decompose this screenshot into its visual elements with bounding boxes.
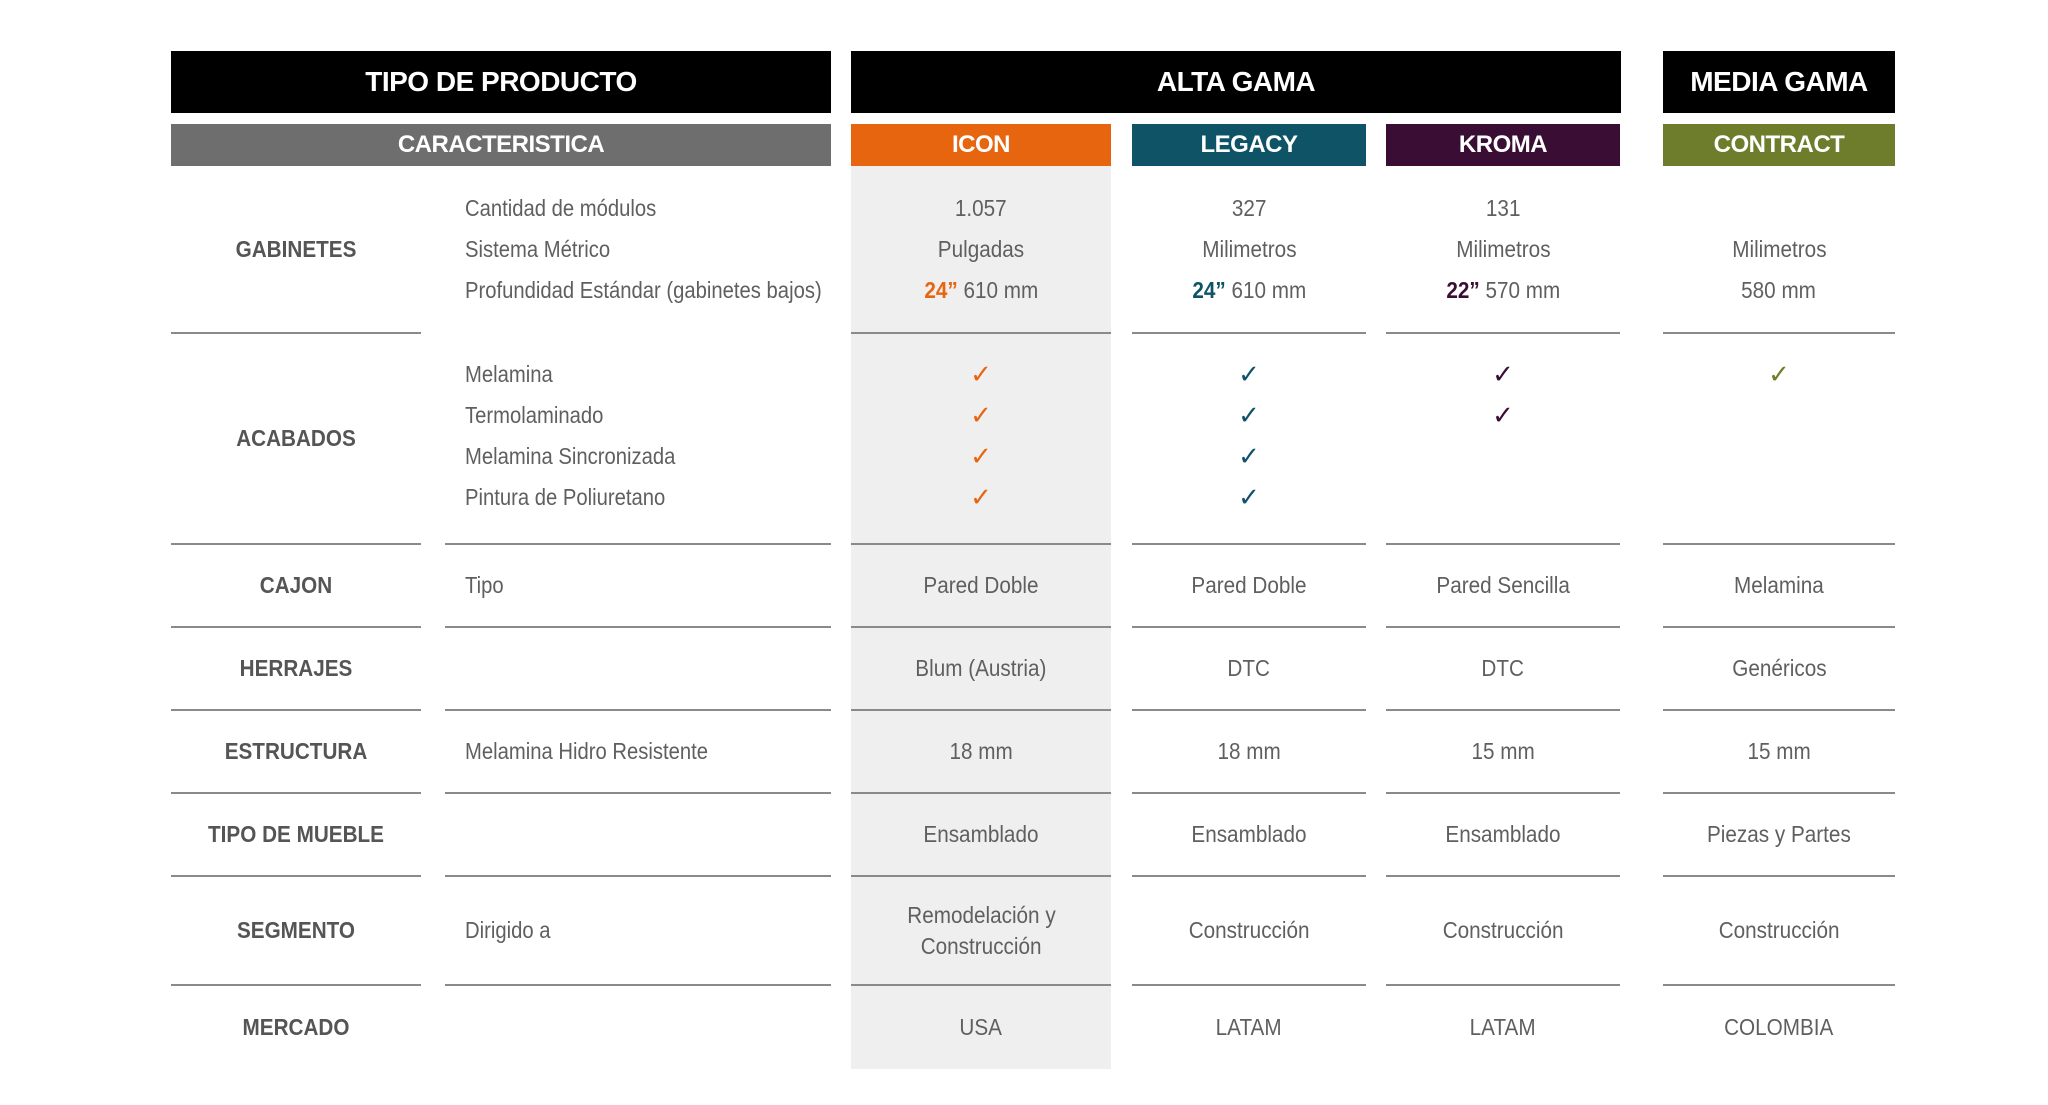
feature-text: Melamina Sincronizada xyxy=(465,443,676,469)
cajon-kroma: Pared Sencilla xyxy=(1436,572,1570,598)
tipo-mueble-contract: Piezas y Partes xyxy=(1707,821,1851,847)
depth-mm: 570 mm xyxy=(1485,277,1560,303)
check-icon: ✓ xyxy=(1492,400,1514,430)
mercado-legacy: LATAM xyxy=(1216,1014,1282,1040)
cajon-icon: Pared Doble xyxy=(923,572,1039,598)
feature-text: Termolaminado xyxy=(465,402,604,428)
herrajes-icon: Blum (Austria) xyxy=(915,655,1047,681)
estructura-feature: Melamina Hidro Resistente xyxy=(465,711,831,792)
empty-cell xyxy=(1663,395,1895,436)
cajon-contract: Melamina xyxy=(1734,572,1824,598)
value-text: 1.057 xyxy=(955,195,1007,221)
feature-text: Pintura de Poliuretano xyxy=(465,484,666,510)
header-product-type: TIPO DE PRODUCTO xyxy=(171,51,831,113)
estructura-legacy: 18 mm xyxy=(1217,738,1281,764)
estructura-kroma: 15 mm xyxy=(1471,738,1535,764)
value-text: Remodelación y xyxy=(906,901,1056,928)
empty-cell xyxy=(1386,436,1620,477)
header-icon: ICON xyxy=(851,124,1111,166)
segmento-contract: Construcción xyxy=(1718,917,1840,943)
check-icon: ✓ xyxy=(1238,441,1260,471)
gabinetes-legacy-values: 327 Milimetros 24” 610 mm xyxy=(1132,188,1366,311)
row-label-estructura: ESTRUCTURA xyxy=(224,738,368,764)
acabados-legacy-checks: ✓ ✓ ✓ ✓ xyxy=(1132,354,1366,518)
feature-text: Cantidad de módulos xyxy=(465,195,657,221)
row-label-acabados: ACABADOS xyxy=(236,425,356,451)
header-alta-gama: ALTA GAMA xyxy=(851,51,1621,113)
value-text: 131 xyxy=(1485,195,1521,221)
segmento-kroma: Construcción xyxy=(1442,917,1564,943)
segmento-feature: Dirigido a xyxy=(465,877,831,984)
value-text: 327 xyxy=(1231,195,1267,221)
acabados-contract-checks: ✓ xyxy=(1663,354,1895,518)
gabinetes-kroma-values: 131 Milimetros 22” 570 mm xyxy=(1386,188,1620,311)
row-label-gabinetes: GABINETES xyxy=(235,235,357,262)
mercado-contract: COLOMBIA xyxy=(1724,1014,1834,1040)
header-kroma: KROMA xyxy=(1386,124,1620,166)
tipo-mueble-legacy: Ensamblado xyxy=(1191,821,1307,847)
depth-mm: 610 mm xyxy=(1231,277,1306,303)
header-legacy: LEGACY xyxy=(1132,124,1366,166)
herrajes-contract: Genéricos xyxy=(1731,655,1827,681)
header-characteristic: CARACTERISTICA xyxy=(171,124,831,166)
row-label-segmento: SEGMENTO xyxy=(236,917,356,943)
empty-cell xyxy=(1663,477,1895,518)
value-text: Milimetros xyxy=(1731,236,1827,262)
gabinetes-features: Cantidad de módulos Sistema Métrico Prof… xyxy=(465,188,831,311)
feature-text: Dirigido a xyxy=(465,917,551,943)
icon-column-highlight xyxy=(851,166,1111,1069)
estructura-icon: 18 mm xyxy=(949,738,1013,764)
herrajes-kroma: DTC xyxy=(1481,655,1525,681)
check-icon: ✓ xyxy=(1768,359,1790,389)
mercado-kroma: LATAM xyxy=(1470,1014,1536,1040)
cajon-legacy: Pared Doble xyxy=(1191,572,1307,598)
depth-inches: 22” xyxy=(1446,277,1480,303)
check-icon: ✓ xyxy=(970,441,992,471)
acabados-kroma-checks: ✓ ✓ xyxy=(1386,354,1620,518)
check-icon: ✓ xyxy=(1492,359,1514,389)
check-icon: ✓ xyxy=(970,359,992,389)
value-text: Milimetros xyxy=(1455,236,1551,262)
herrajes-legacy: DTC xyxy=(1227,655,1271,681)
empty-cell xyxy=(1386,477,1620,518)
row-label-tipo-mueble: TIPO DE MUEBLE xyxy=(208,821,384,847)
feature-text: Profundidad Estándar (gabinetes bajos) xyxy=(465,277,822,303)
check-icon: ✓ xyxy=(970,400,992,430)
row-label-cajon: CAJON xyxy=(259,572,333,598)
value-text: Milimetros xyxy=(1201,236,1297,262)
value-text: Pulgadas xyxy=(937,236,1025,262)
feature-text: Melamina Hidro Resistente xyxy=(465,738,708,764)
gabinetes-icon-values: 1.057 Pulgadas 24” 610 mm xyxy=(851,188,1111,311)
feature-text: Sistema Métrico xyxy=(465,236,611,262)
check-icon: ✓ xyxy=(1238,400,1260,430)
estructura-contract: 15 mm xyxy=(1747,738,1811,764)
check-icon: ✓ xyxy=(1238,359,1260,389)
tipo-mueble-kroma: Ensamblado xyxy=(1445,821,1561,847)
tipo-mueble-icon: Ensamblado xyxy=(923,821,1039,847)
feature-text: Melamina xyxy=(465,361,553,387)
value-text: 580 mm xyxy=(1741,277,1817,303)
depth-inches: 24” xyxy=(1192,277,1226,303)
row-label-mercado: MERCADO xyxy=(242,1014,350,1040)
mercado-icon: USA xyxy=(959,1014,1003,1040)
header-media-gama: MEDIA GAMA xyxy=(1663,51,1895,113)
segmento-legacy: Construcción xyxy=(1188,917,1310,943)
gabinetes-contract-values: Milimetros 580 mm xyxy=(1663,229,1895,311)
check-icon: ✓ xyxy=(970,482,992,512)
depth-mm: 610 mm xyxy=(963,277,1038,303)
row-label-herrajes: HERRAJES xyxy=(239,655,353,681)
acabados-features: Melamina Termolaminado Melamina Sincroni… xyxy=(465,354,831,518)
acabados-icon-checks: ✓ ✓ ✓ ✓ xyxy=(851,354,1111,518)
empty-cell xyxy=(1663,436,1895,477)
header-contract: CONTRACT xyxy=(1663,124,1895,166)
check-icon: ✓ xyxy=(1238,482,1260,512)
value-text: Construcción xyxy=(920,932,1042,959)
cajon-feature: Tipo xyxy=(465,545,831,626)
feature-text: Tipo xyxy=(465,572,504,598)
depth-inches: 24” xyxy=(924,277,958,303)
segmento-icon: Remodelación y Construcción xyxy=(851,877,1111,984)
